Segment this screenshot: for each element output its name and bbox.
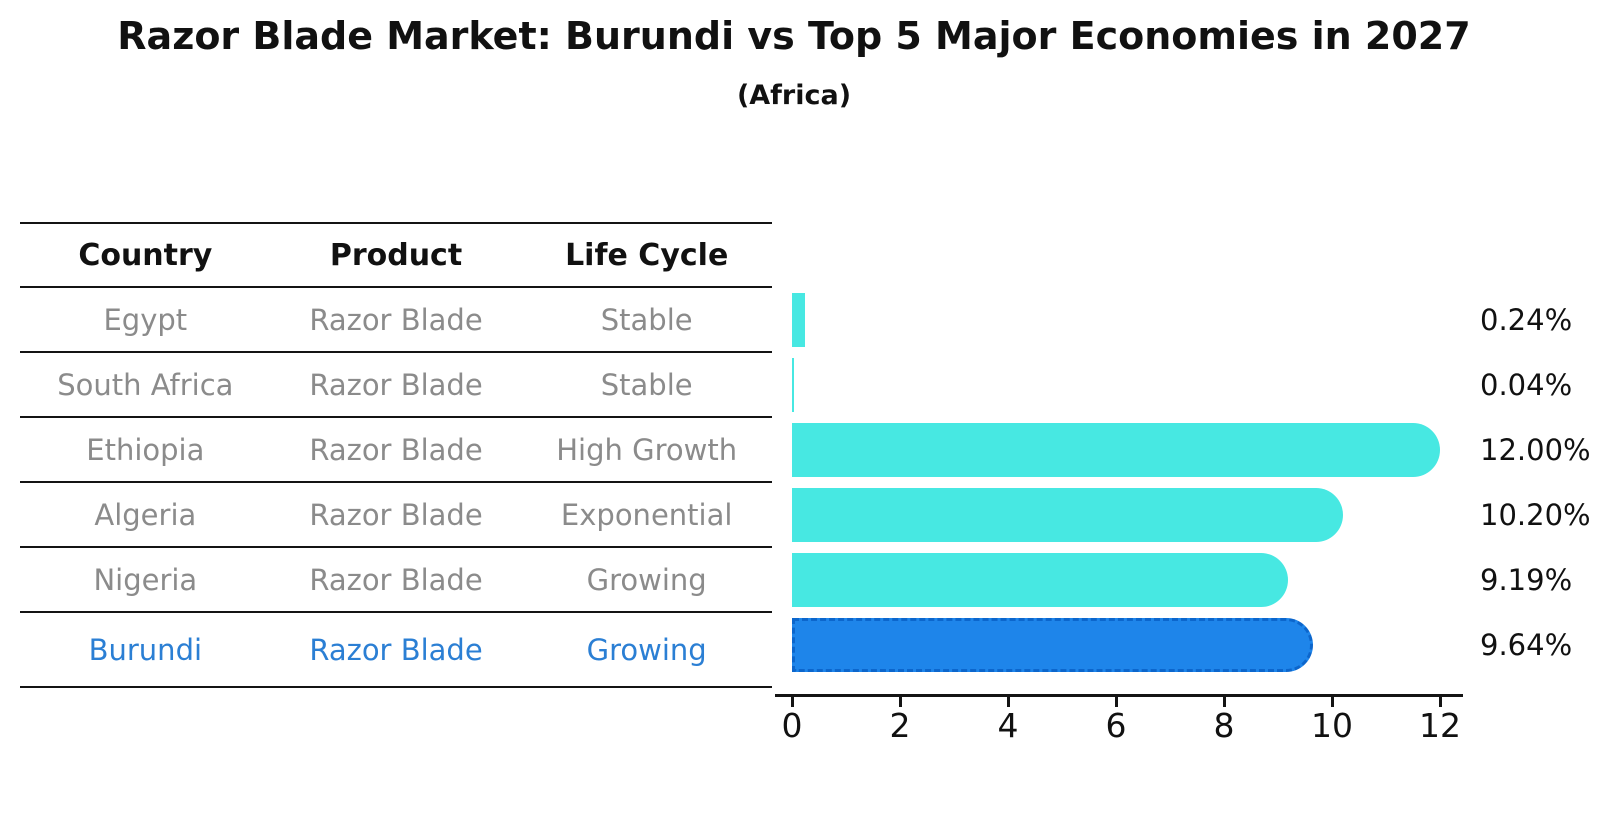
bar-egypt xyxy=(792,293,805,347)
table-header-row: Country Product Life Cycle xyxy=(20,222,772,288)
bar-value-label: 0.24% xyxy=(1480,303,1573,337)
bar-algeria xyxy=(792,488,1343,542)
bar-ethiopia xyxy=(792,423,1440,477)
column-header-country: Country xyxy=(78,237,213,273)
x-axis xyxy=(775,694,1463,697)
x-axis-tick-label: 6 xyxy=(1105,706,1127,745)
table-row-ethiopia: Ethiopia Razor Blade High Growth xyxy=(20,418,772,483)
chart-subtitle: (Africa) xyxy=(736,80,852,111)
x-axis-tick-label: 2 xyxy=(889,706,911,745)
cell-life-cycle: Growing xyxy=(586,632,707,667)
x-axis-tick xyxy=(1006,697,1010,707)
table-row-south-africa: South Africa Razor Blade Stable xyxy=(20,353,772,418)
cell-life-cycle: Stable xyxy=(600,302,693,337)
cell-country: Burundi xyxy=(88,632,203,667)
cell-life-cycle: High Growth xyxy=(556,432,738,467)
bar-value-label: 10.20% xyxy=(1480,498,1591,532)
bar-burundi xyxy=(792,618,1313,672)
table-row-algeria: Algeria Razor Blade Exponential xyxy=(20,483,772,548)
cell-product: Razor Blade xyxy=(309,432,483,467)
table-row-egypt: Egypt Razor Blade Stable xyxy=(20,288,772,353)
x-axis-tick xyxy=(790,697,794,707)
x-axis-tick xyxy=(1222,697,1226,707)
economies-table: Country Product Life Cycle Egypt Razor Bl… xyxy=(20,222,772,688)
x-axis-tick-label: 0 xyxy=(781,706,803,745)
x-axis-tick xyxy=(1438,697,1442,707)
table-body: Egypt Razor Blade Stable South Africa Razor … xyxy=(20,288,772,688)
bar-value-label: 0.04% xyxy=(1480,368,1573,402)
column-header-lifecycle: Life Cycle xyxy=(565,237,729,273)
cell-country: Egypt xyxy=(103,302,188,337)
table-row-burundi: Burundi Razor Blade Growing xyxy=(20,613,772,688)
column-header-product: Product xyxy=(329,237,463,273)
cell-country: Ethiopia xyxy=(86,432,205,467)
cell-country: South Africa xyxy=(57,367,234,402)
cell-life-cycle: Growing xyxy=(586,562,707,597)
bar-south-africa xyxy=(792,358,794,412)
x-axis-tick xyxy=(1114,697,1118,707)
cell-product: Razor Blade xyxy=(309,367,483,402)
cell-life-cycle: Exponential xyxy=(560,497,733,532)
cell-product: Razor Blade xyxy=(309,497,483,532)
x-axis-tick-label: 10 xyxy=(1311,706,1353,745)
bar-value-label: 9.64% xyxy=(1480,628,1573,662)
chart-title: Razor Blade Market: Burundi vs Top 5 Maj… xyxy=(117,14,1471,58)
x-axis-tick-label: 12 xyxy=(1419,706,1461,745)
bar-value-label: 9.19% xyxy=(1480,563,1573,597)
cell-product: Razor Blade xyxy=(309,632,483,667)
cell-life-cycle: Stable xyxy=(600,367,693,402)
bar-value-label: 12.00% xyxy=(1480,433,1591,467)
cell-product: Razor Blade xyxy=(309,562,483,597)
bar-nigeria xyxy=(792,553,1288,607)
x-axis-tick xyxy=(898,697,902,707)
x-axis-tick-label: 8 xyxy=(1213,706,1235,745)
cell-product: Razor Blade xyxy=(309,302,483,337)
cell-country: Nigeria xyxy=(93,562,198,597)
x-axis-tick xyxy=(1330,697,1334,707)
table-row-nigeria: Nigeria Razor Blade Growing xyxy=(20,548,772,613)
x-axis-tick-label: 4 xyxy=(997,706,1019,745)
cell-country: Algeria xyxy=(94,497,197,532)
